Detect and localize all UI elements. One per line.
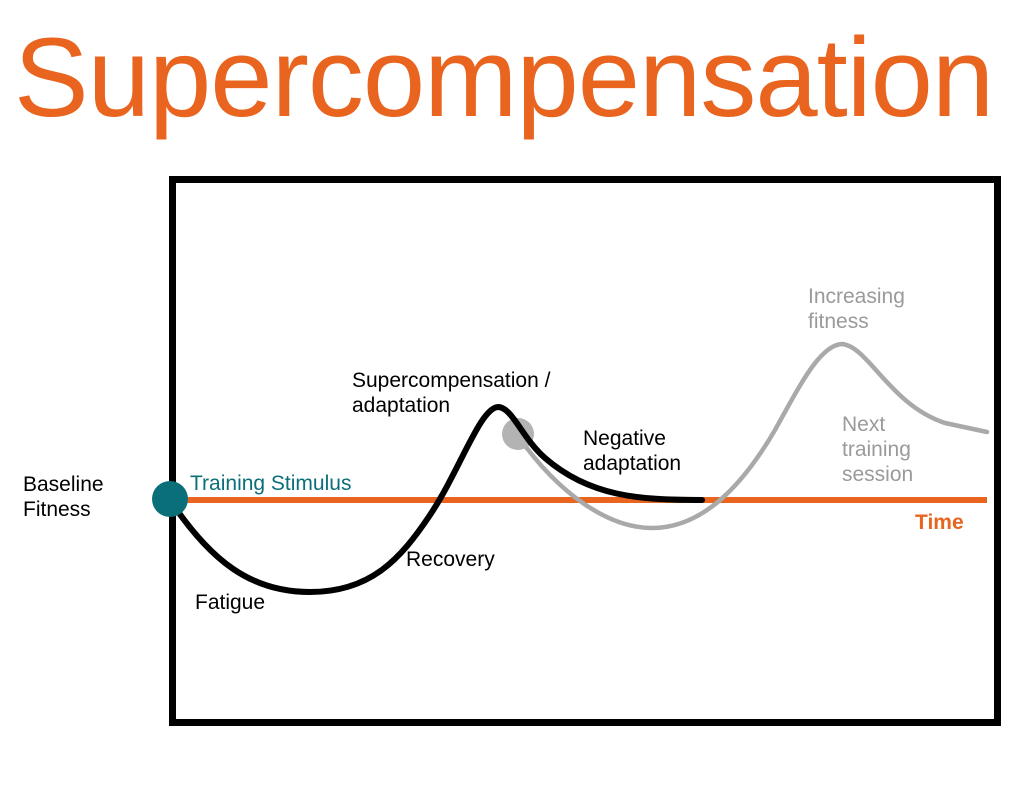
training-stimulus-marker (152, 481, 188, 517)
next-session-marker (502, 418, 534, 450)
next-label-line2: training (842, 438, 911, 461)
next-label-line3: session (842, 463, 914, 486)
recovery-label: Recovery (406, 548, 495, 571)
current-cycle-curve (167, 404, 705, 595)
baseline-label-line1: Baseline (23, 473, 104, 496)
diagram-frame (169, 176, 1001, 726)
baseline-fitness-label: Baseline Fitness (23, 472, 104, 522)
increasing-fitness-label: Increasing fitness (808, 284, 905, 334)
supercompensation-label-line1: Supercompensation / (352, 369, 551, 392)
supercompensation-label-line2: adaptation (352, 394, 451, 417)
negative-adaptation-label: Negative adaptation (583, 426, 681, 476)
increasing-label-line1: Increasing (808, 285, 905, 308)
increasing-label-line2: fitness (808, 310, 869, 333)
baseline-label-line2: Fitness (23, 498, 91, 521)
page-title: Supercompensation (14, 15, 994, 140)
negative-label-line2: adaptation (583, 452, 682, 475)
negative-label-line1: Negative (583, 427, 666, 450)
next-cycle-curve (515, 341, 990, 531)
next-training-session-label: Next training session (842, 412, 913, 487)
fatigue-label: Fatigue (195, 591, 266, 614)
time-axis-label: Time (915, 511, 964, 534)
training-stimulus-label: Training Stimulus (190, 472, 352, 495)
next-label-line1: Next (842, 413, 886, 436)
supercompensation-label: Supercompensation / adaptation (352, 368, 550, 418)
